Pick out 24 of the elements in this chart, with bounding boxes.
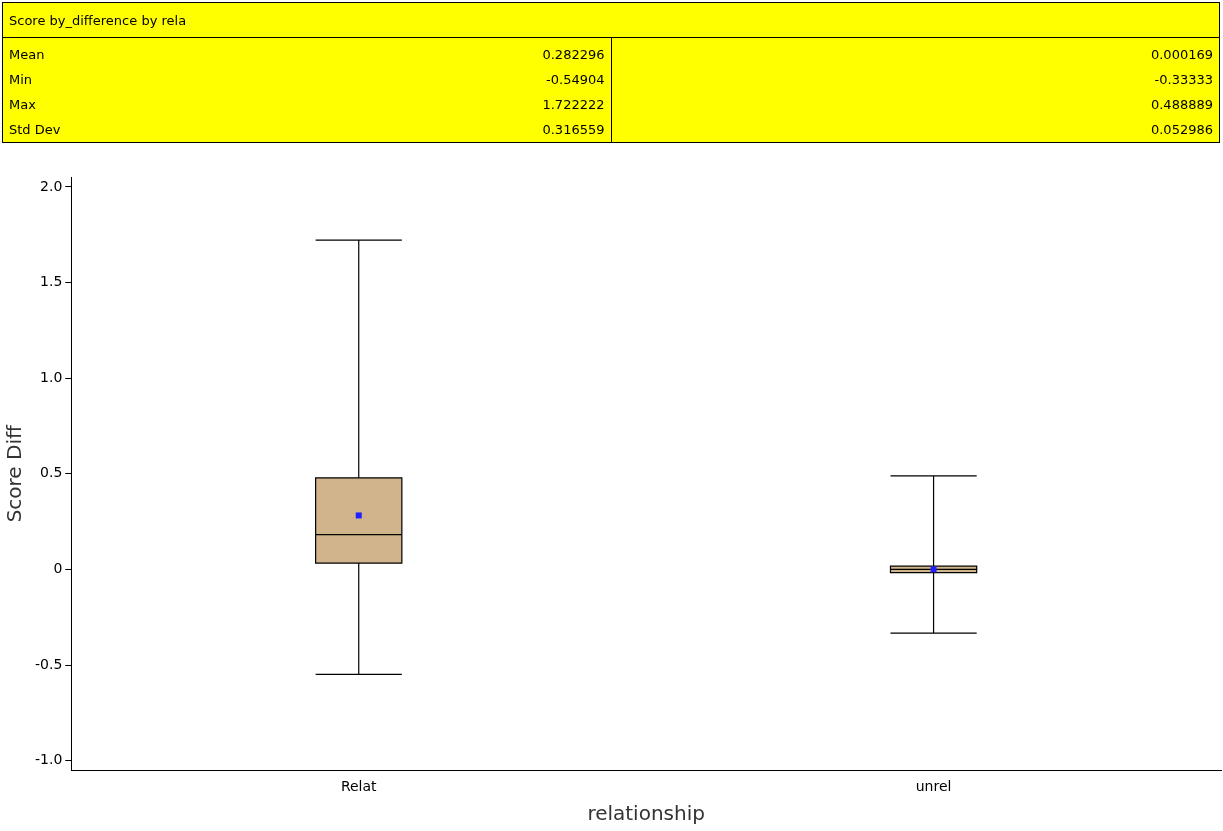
text: Mean: [9, 47, 45, 62]
text: 0.052986: [1150, 122, 1213, 137]
text: 1.722222: [542, 97, 605, 112]
text: 0.316559: [542, 122, 605, 137]
text: Max: [9, 97, 36, 112]
text: -0.33333: [1154, 72, 1213, 87]
y-tick-label: 2.0: [40, 177, 63, 194]
text: 0.282296: [542, 47, 605, 62]
y-tick-label: -1.0: [34, 751, 63, 768]
text: 0.488889: [1150, 97, 1213, 112]
text: -0.54904: [546, 72, 605, 87]
y-tick-label: -0.5: [34, 655, 63, 672]
y-tick-label: 1.0: [40, 368, 63, 385]
x-axis-title: relationship: [587, 801, 705, 826]
x-tick-label: Relat: [340, 778, 378, 795]
y-tick-label: 0: [53, 560, 63, 577]
y-tick-label: 0.5: [40, 464, 63, 481]
chart-title: Score by_difference by rela: [2, 2, 1220, 38]
y-axis-title: Score Diff: [2, 424, 27, 523]
y-tick-label: 1.5: [40, 273, 63, 290]
text: 0.000169: [1150, 47, 1213, 62]
x-tick-label: unrel: [915, 778, 952, 795]
text: Min: [9, 72, 33, 87]
text: Std Dev: [9, 122, 61, 137]
